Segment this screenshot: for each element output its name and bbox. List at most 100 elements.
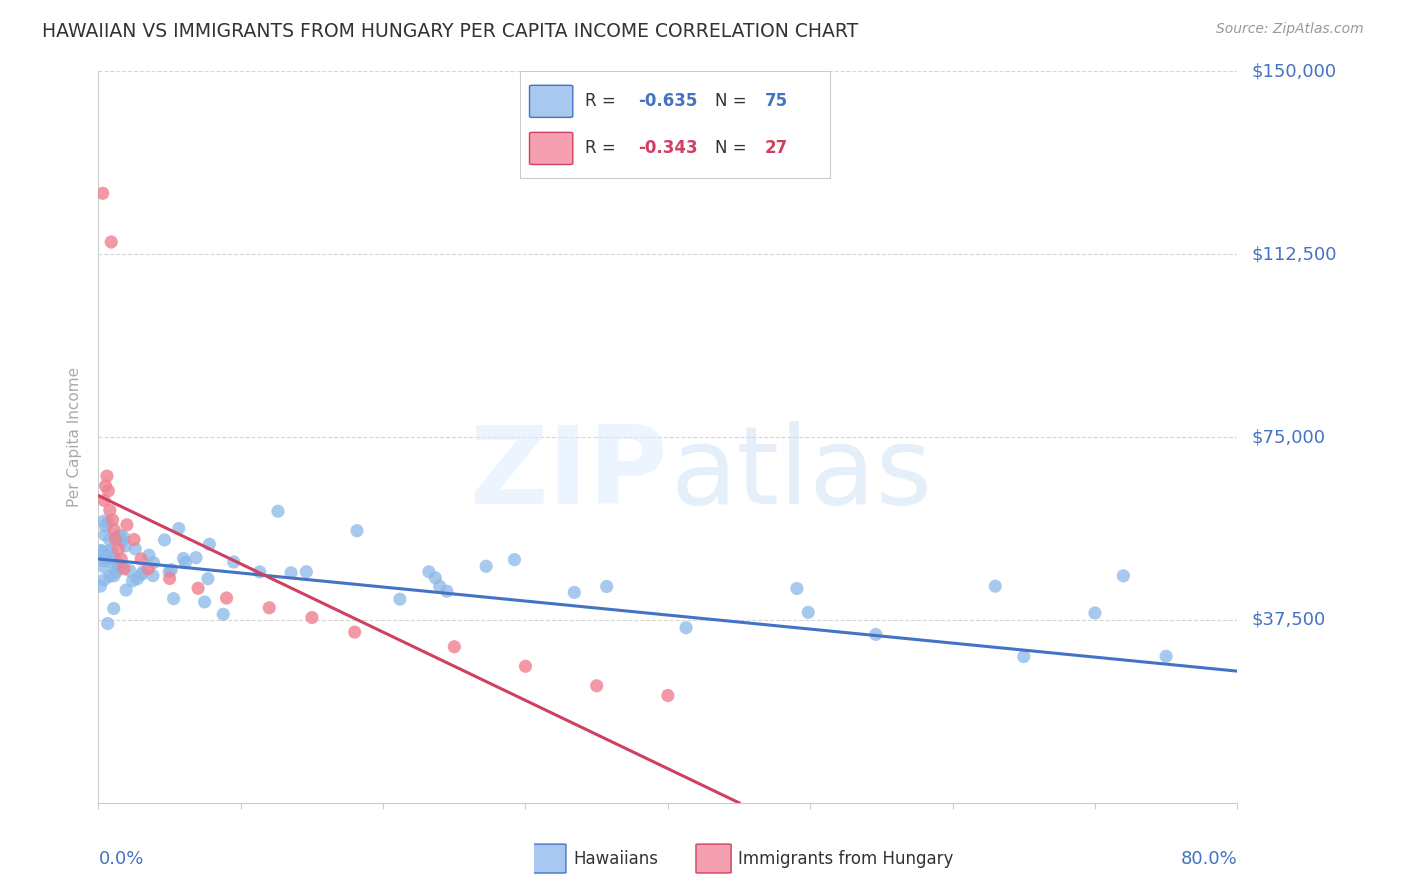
Point	[429, 579, 451, 593]
Point	[1112, 569, 1135, 583]
Point	[184, 550, 207, 565]
Point	[131, 567, 153, 582]
Text: Immigrants from Hungary: Immigrants from Hungary	[738, 849, 953, 868]
Point	[103, 601, 125, 615]
Point	[98, 503, 121, 517]
Point	[131, 566, 153, 580]
Point	[443, 640, 465, 654]
Text: N =: N =	[716, 93, 752, 111]
FancyBboxPatch shape	[530, 86, 572, 118]
Point	[436, 584, 458, 599]
Text: 80.0%: 80.0%	[1181, 850, 1237, 868]
Point	[198, 537, 221, 551]
Point	[562, 585, 585, 599]
Point	[301, 610, 323, 624]
Point	[94, 519, 117, 533]
Point	[94, 528, 117, 542]
Point	[93, 514, 115, 528]
Point	[786, 582, 808, 596]
Point	[1012, 649, 1035, 664]
Point	[115, 517, 138, 532]
Point	[110, 552, 132, 566]
Text: R =: R =	[585, 139, 621, 157]
Point	[675, 621, 697, 635]
Point	[193, 595, 215, 609]
Point	[94, 550, 117, 565]
Point	[105, 531, 128, 545]
Point	[98, 533, 121, 547]
Point	[388, 592, 411, 607]
Point	[129, 552, 152, 566]
Point	[295, 565, 318, 579]
Point	[101, 550, 124, 565]
Point	[105, 565, 128, 579]
Point	[515, 659, 537, 673]
Text: ZIP: ZIP	[470, 421, 668, 526]
Text: $150,000: $150,000	[1251, 62, 1336, 80]
Point	[172, 551, 194, 566]
Text: Hawaiians: Hawaiians	[574, 849, 658, 868]
Point	[97, 483, 120, 498]
Point	[112, 562, 135, 576]
Text: N =: N =	[716, 139, 752, 157]
Point	[1154, 649, 1177, 664]
Point	[104, 533, 127, 547]
Text: $112,500: $112,500	[1251, 245, 1337, 263]
Point	[503, 552, 526, 566]
Point	[89, 579, 111, 593]
Point	[153, 533, 176, 547]
Point	[142, 556, 165, 570]
Point	[160, 563, 183, 577]
Point	[657, 689, 679, 703]
Point	[118, 564, 141, 578]
Point	[159, 572, 181, 586]
Text: atlas: atlas	[671, 421, 932, 526]
Point	[418, 565, 440, 579]
Point	[97, 544, 120, 558]
Point	[93, 573, 115, 587]
Point	[222, 555, 245, 569]
Point	[100, 235, 122, 249]
Point	[94, 554, 117, 568]
Point	[90, 543, 112, 558]
Point	[162, 591, 184, 606]
Point	[187, 581, 209, 595]
FancyBboxPatch shape	[531, 844, 565, 873]
Point	[93, 493, 115, 508]
Point	[138, 548, 160, 562]
Point	[91, 186, 114, 201]
Point	[595, 579, 617, 593]
Point	[174, 556, 197, 570]
Point	[101, 513, 124, 527]
Point	[104, 558, 127, 573]
FancyBboxPatch shape	[696, 844, 731, 873]
Point	[343, 625, 366, 640]
Point	[212, 607, 235, 622]
Point	[249, 565, 271, 579]
Point	[122, 533, 145, 547]
Point	[103, 568, 125, 582]
Point	[259, 600, 281, 615]
Point	[93, 560, 115, 574]
Point	[97, 515, 120, 529]
Point	[127, 572, 149, 586]
Point	[215, 591, 238, 605]
Text: 27: 27	[765, 139, 787, 157]
Point	[111, 533, 134, 548]
Point	[475, 559, 498, 574]
Text: 0.0%: 0.0%	[98, 850, 143, 868]
Point	[267, 504, 290, 518]
Point	[112, 530, 135, 544]
Point	[797, 605, 820, 619]
Point	[108, 528, 131, 542]
Point	[96, 469, 118, 483]
Text: Source: ZipAtlas.com: Source: ZipAtlas.com	[1216, 22, 1364, 37]
Text: 75: 75	[765, 93, 787, 111]
Point	[108, 558, 131, 572]
Point	[107, 542, 129, 557]
Point	[1084, 606, 1107, 620]
FancyBboxPatch shape	[530, 132, 572, 164]
Point	[114, 539, 136, 553]
Text: R =: R =	[585, 93, 621, 111]
Point	[984, 579, 1007, 593]
